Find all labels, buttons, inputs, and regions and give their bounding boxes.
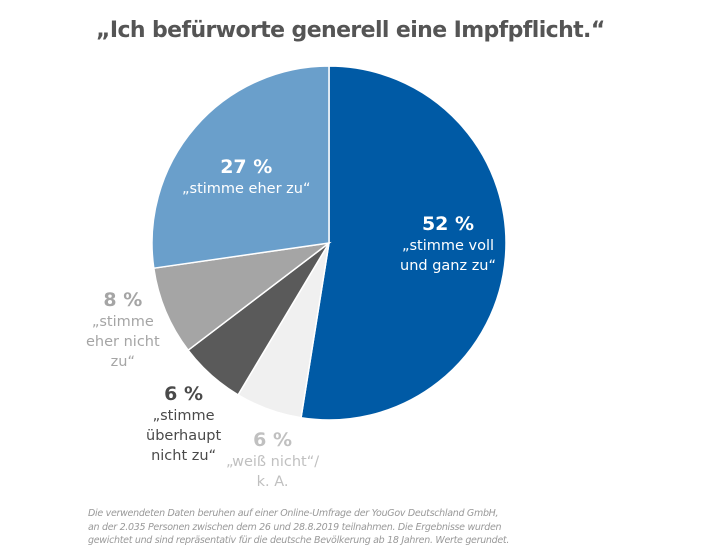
slice-label-weiss-nicht: 6 % „weiß nicht“/ k. A. xyxy=(226,428,319,492)
slice-pct: 6 % xyxy=(253,429,292,451)
slice-label-ueberhaupt-nicht: 6 % „stimme überhaupt nicht zu“ xyxy=(146,382,221,466)
footnote-line: Die verwendeten Daten beruhen auf einer … xyxy=(88,508,499,519)
slice-label-eher-zu: 27 % „stimme eher zu“ xyxy=(182,155,310,199)
slice-text: überhaupt xyxy=(146,428,222,444)
footnote: Die verwendeten Daten beruhen auf einer … xyxy=(88,507,509,548)
slice-label-eher-nicht: 8 % „stimme eher nicht zu“ xyxy=(86,288,160,372)
pie-slice-0 xyxy=(300,65,507,421)
slice-label-voll: 52 % „stimme voll und ganz zu“ xyxy=(400,212,496,276)
slice-text: und ganz zu“ xyxy=(400,258,497,274)
chart-title: „Ich befürworte generell eine Impfpflich… xyxy=(96,18,605,43)
footnote-line: an der 2.035 Personen zwischen dem 26 un… xyxy=(88,521,502,533)
slice-pct: 27 % xyxy=(220,156,273,178)
slice-text: „weiß nicht“/ xyxy=(226,454,320,470)
slice-text: „stimme xyxy=(91,314,154,330)
slice-text: „stimme eher zu“ xyxy=(182,181,311,197)
slice-pct: 6 % xyxy=(164,383,204,405)
pie-slice-3 xyxy=(152,241,332,352)
slice-text: nicht zu“ xyxy=(151,448,217,464)
slice-text: k. A. xyxy=(256,474,289,490)
slice-text: zu“ xyxy=(110,354,135,370)
pie-slice-4 xyxy=(151,65,330,270)
slice-text: eher nicht xyxy=(86,334,160,350)
slice-pct: 52 % xyxy=(421,213,475,235)
footnote-line: gewichtet und sind repräsentativ für die… xyxy=(88,535,510,546)
slice-text: „stimme xyxy=(152,408,215,424)
slice-text: „stimme voll xyxy=(401,238,495,254)
slice-pct: 8 % xyxy=(103,289,143,311)
